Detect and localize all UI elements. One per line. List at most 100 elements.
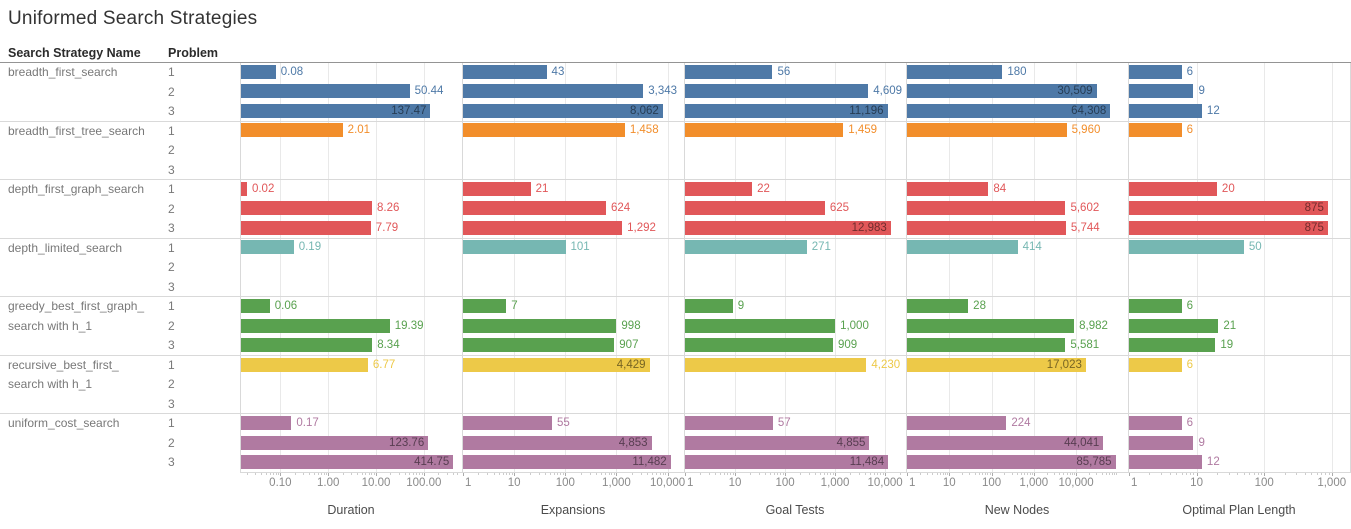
axis-tick-label: 10,000 — [867, 477, 903, 489]
bar[interactable] — [685, 181, 753, 196]
bar-value-label: 11,482 — [632, 456, 667, 469]
minor-tick-mark — [1311, 472, 1313, 475]
bar[interactable] — [463, 64, 547, 79]
bar[interactable] — [241, 220, 371, 235]
bar[interactable] — [907, 64, 1003, 79]
bar[interactable] — [241, 435, 429, 450]
bar[interactable] — [1129, 435, 1194, 450]
bar[interactable] — [241, 201, 373, 216]
bar[interactable] — [1129, 299, 1182, 314]
bar[interactable] — [907, 455, 1116, 470]
minor-tick-mark — [947, 472, 949, 475]
bar[interactable] — [1129, 318, 1219, 333]
bar[interactable] — [907, 181, 989, 196]
bar[interactable] — [685, 123, 844, 138]
bar[interactable] — [685, 357, 867, 372]
bar[interactable] — [241, 318, 390, 333]
bar[interactable] — [685, 240, 807, 255]
minor-tick-mark — [1046, 472, 1048, 475]
bar[interactable] — [1129, 357, 1182, 372]
bar[interactable] — [463, 338, 615, 353]
bar[interactable] — [1129, 64, 1182, 79]
bar[interactable] — [463, 84, 644, 99]
bar[interactable] — [907, 103, 1111, 118]
bar[interactable] — [1129, 416, 1182, 431]
bar[interactable] — [1129, 123, 1182, 138]
gridline — [565, 62, 567, 472]
bar[interactable] — [241, 357, 368, 372]
bar[interactable] — [241, 455, 454, 470]
bar[interactable] — [463, 455, 671, 470]
minor-tick-mark — [815, 472, 817, 475]
axis-title: Duration — [327, 503, 375, 517]
bar[interactable] — [685, 201, 825, 216]
axis-tick-label: 100 — [555, 477, 575, 489]
bar[interactable] — [463, 357, 650, 372]
bar[interactable] — [241, 103, 431, 118]
bar[interactable] — [685, 84, 869, 99]
bar[interactable] — [463, 220, 623, 235]
bar[interactable] — [1129, 201, 1328, 216]
bar[interactable] — [1129, 181, 1217, 196]
bar[interactable] — [463, 103, 663, 118]
bar[interactable] — [685, 299, 733, 314]
bar[interactable] — [685, 455, 889, 470]
bar[interactable] — [241, 64, 276, 79]
bar[interactable] — [685, 220, 891, 235]
bar[interactable] — [241, 338, 373, 353]
bar[interactable] — [463, 240, 566, 255]
bar[interactable] — [685, 435, 870, 450]
axis-title: Optimal Plan Length — [1182, 503, 1296, 517]
bar[interactable] — [241, 84, 410, 99]
bar[interactable] — [1129, 84, 1194, 99]
bar[interactable] — [907, 240, 1018, 255]
column-header-strategy[interactable]: Search Strategy Name — [8, 46, 141, 60]
minor-tick-mark — [371, 472, 373, 475]
gridline — [785, 62, 787, 472]
bar-value-label: 19 — [1220, 339, 1234, 352]
bar[interactable] — [685, 64, 773, 79]
bar[interactable] — [1129, 338, 1216, 353]
bar[interactable] — [1129, 240, 1244, 255]
bar[interactable] — [907, 123, 1067, 138]
minor-tick-mark — [782, 472, 784, 475]
bar[interactable] — [463, 299, 507, 314]
bar[interactable] — [1129, 220, 1328, 235]
bar[interactable] — [907, 416, 1007, 431]
tick-mark — [685, 472, 686, 476]
column-header-problem[interactable]: Problem — [168, 46, 219, 60]
bar[interactable] — [907, 220, 1066, 235]
bar[interactable] — [241, 240, 294, 255]
minor-tick-mark — [255, 472, 257, 475]
bar[interactable] — [685, 318, 836, 333]
bar[interactable] — [907, 357, 1086, 372]
bar[interactable] — [685, 338, 833, 353]
bar[interactable] — [907, 299, 969, 314]
bar[interactable] — [907, 318, 1075, 333]
panel-separator — [906, 62, 907, 472]
bar[interactable] — [463, 201, 606, 216]
bar[interactable] — [463, 318, 617, 333]
bar[interactable] — [463, 181, 531, 196]
bar[interactable] — [907, 435, 1104, 450]
bar[interactable] — [1129, 455, 1202, 470]
bar-value-label: 224 — [1011, 417, 1031, 430]
bar[interactable] — [241, 123, 343, 138]
bar[interactable] — [907, 84, 1097, 99]
bar[interactable] — [241, 299, 270, 314]
bar[interactable] — [463, 123, 625, 138]
bar[interactable] — [907, 338, 1066, 353]
minor-tick-mark — [261, 472, 263, 475]
bar[interactable] — [463, 435, 652, 450]
bar[interactable] — [1129, 103, 1202, 118]
bar[interactable] — [685, 103, 888, 118]
minor-tick-mark — [758, 472, 760, 475]
bar[interactable] — [241, 416, 292, 431]
tick-mark — [1076, 472, 1078, 476]
minor-tick-mark — [882, 472, 884, 475]
panel-separator — [684, 62, 685, 472]
bar[interactable] — [463, 416, 553, 431]
bar[interactable] — [685, 416, 773, 431]
bar[interactable] — [241, 181, 247, 196]
bar[interactable] — [907, 201, 1066, 216]
